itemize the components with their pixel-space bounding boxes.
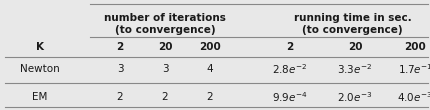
Text: $2.8e^{-2}$: $2.8e^{-2}$ (273, 62, 307, 76)
Text: 3: 3 (162, 64, 168, 74)
Text: 2: 2 (117, 42, 124, 52)
Text: 20: 20 (158, 42, 172, 52)
Text: 4: 4 (207, 64, 213, 74)
Text: 2: 2 (117, 92, 123, 102)
Text: $2.0e^{-3}$: $2.0e^{-3}$ (337, 90, 373, 104)
Text: 2: 2 (162, 92, 168, 102)
Text: Newton: Newton (20, 64, 60, 74)
Text: $4.0e^{-3}$: $4.0e^{-3}$ (397, 90, 430, 104)
Text: $3.3e^{-2}$: $3.3e^{-2}$ (338, 62, 373, 76)
Text: 20: 20 (348, 42, 362, 52)
Text: 200: 200 (199, 42, 221, 52)
Text: 200: 200 (404, 42, 426, 52)
Text: EM: EM (32, 92, 48, 102)
Text: 2: 2 (207, 92, 213, 102)
Text: running time in sec.
(to convergence): running time in sec. (to convergence) (294, 13, 412, 35)
Text: K: K (36, 42, 44, 52)
Text: 2: 2 (286, 42, 294, 52)
Text: 3: 3 (117, 64, 123, 74)
Text: $1.7e^{-1}$: $1.7e^{-1}$ (398, 62, 430, 76)
Text: number of iterations
(to convergence): number of iterations (to convergence) (104, 13, 226, 35)
Text: $9.9e^{-4}$: $9.9e^{-4}$ (272, 90, 308, 104)
